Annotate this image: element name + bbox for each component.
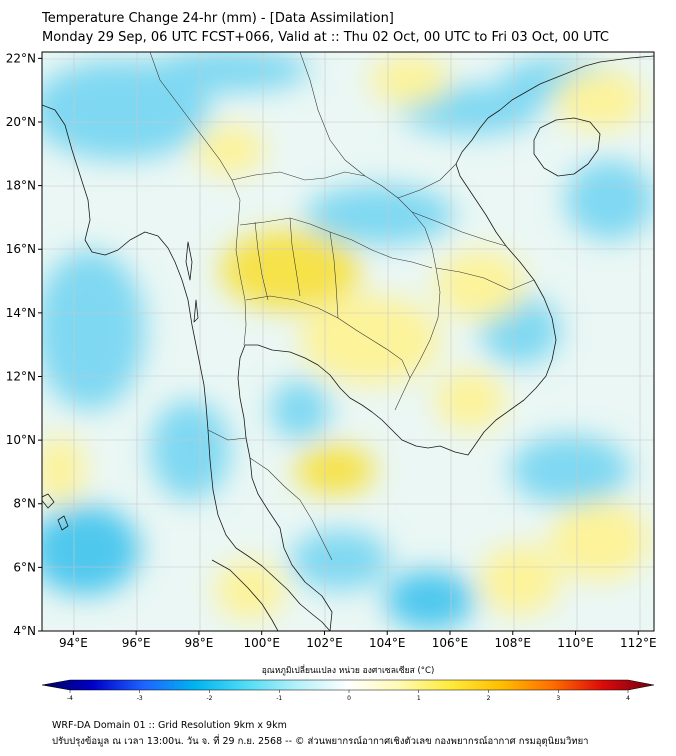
cool-anomaly — [305, 185, 455, 245]
lat-tick-label: 22°N — [6, 51, 36, 65]
coastlines — [42, 55, 654, 631]
lon-tick-label: 106°E — [432, 636, 469, 650]
colorbar-tick-label: -1 — [276, 695, 282, 702]
cool-anomaly — [565, 160, 654, 240]
axis-ticks: 94°E 96°E 98°E 100°E 102°E 104°E 106°E 108°E 110… — [6, 51, 657, 650]
temperature-field — [42, 52, 654, 631]
cool-anomaly — [42, 250, 145, 410]
map-frame — [41, 51, 655, 632]
colorbar-tick-label: 3 — [556, 695, 560, 702]
map-subtitle: Monday 29 Sep, 06 UTC FCST+066, Valid at… — [42, 30, 609, 45]
lat-tick-label: 20°N — [6, 115, 36, 129]
border — [411, 211, 507, 247]
border — [397, 163, 457, 199]
footer-resolution: WRF-DA Domain 01 :: Grid Resolution 9km … — [52, 720, 287, 731]
coastline-island — [57, 515, 69, 531]
warm-anomaly — [435, 370, 505, 430]
border — [299, 52, 366, 177]
coastline-island — [533, 117, 601, 177]
cool-anomaly — [42, 60, 210, 160]
border — [249, 457, 333, 561]
lat-tick-label: 10°N — [6, 433, 36, 447]
warm-anomaly — [195, 125, 265, 175]
border — [245, 295, 411, 379]
coastline-island — [185, 241, 193, 281]
lat-tick-label: 4°N — [13, 624, 36, 638]
border — [289, 217, 301, 297]
lon-tick-label: 108°E — [495, 636, 532, 650]
cool-anomaly — [270, 380, 330, 440]
colorbar-tick-label: -2 — [207, 695, 213, 702]
coastline — [487, 55, 654, 119]
map-title: Temperature Change 24-hr (mm) - [Data As… — [42, 11, 394, 26]
border — [254, 221, 269, 301]
lat-tick-label: 6°N — [13, 560, 36, 574]
lat-tick-label: 8°N — [13, 497, 36, 511]
lat-tick-label: 12°N — [6, 369, 36, 383]
borders — [149, 52, 535, 561]
cool-anomaly-strong — [42, 505, 140, 595]
lat-tick-label: 16°N — [6, 242, 36, 256]
coastline-island — [42, 493, 55, 509]
border — [149, 52, 247, 346]
colorbar-tick-label: 1 — [417, 695, 421, 702]
lon-tick-label: 104°E — [369, 636, 406, 650]
cool-anomaly — [290, 530, 390, 590]
cool-anomaly — [150, 52, 310, 92]
colorbar-tick-label: 0 — [347, 695, 351, 702]
coastline — [211, 559, 279, 631]
warm-anomaly — [300, 295, 440, 385]
warm-anomaly — [435, 250, 525, 320]
border — [435, 267, 535, 291]
warm-anomaly-strong — [295, 445, 375, 495]
border — [207, 429, 247, 441]
warm-anomaly — [555, 70, 645, 130]
lat-tick-label: 14°N — [6, 306, 36, 320]
warm-anomaly-strong — [220, 230, 360, 310]
colorbar-tick-label: 4 — [626, 695, 630, 702]
border — [231, 171, 441, 411]
coastline — [237, 117, 557, 631]
lat-tick-label: 18°N — [6, 179, 36, 193]
colorbar-tick-label: 2 — [487, 695, 491, 702]
coastline-island — [193, 299, 199, 323]
border — [329, 231, 339, 319]
colorbar-tick-label: -3 — [137, 695, 143, 702]
warm-anomaly — [480, 545, 560, 615]
cool-anomaly-strong — [385, 570, 475, 630]
colorbar-ticks: -4 -3 -2 -1 0 1 2 3 4 — [67, 690, 630, 702]
cool-anomaly — [150, 400, 230, 500]
lon-tick-label: 100°E — [243, 636, 280, 650]
colorbar — [41, 679, 655, 691]
cool-anomaly — [510, 435, 630, 505]
coastline — [42, 104, 331, 631]
lon-tick-label: 102°E — [306, 636, 343, 650]
gridlines — [42, 52, 654, 631]
lon-tick-label: 110°E — [557, 636, 594, 650]
lon-tick-label: 94°E — [59, 636, 88, 650]
colorbar-tick-label: -4 — [67, 695, 73, 702]
colorbar-label: อุณหภูมิเปลี่ยนแปลง หน่วย องศาเซลเซียส (… — [262, 664, 435, 676]
footer-credit: ปรับปรุงข้อมูล ณ เวลา 13:00น. วัน จ. ที่… — [52, 736, 589, 747]
lon-tick-label: 98°E — [184, 636, 213, 650]
border — [239, 217, 433, 269]
lon-tick-label: 96°E — [122, 636, 151, 650]
warm-anomaly — [550, 500, 650, 580]
lon-tick-label: 112°E — [620, 636, 657, 650]
warm-anomaly — [370, 55, 450, 105]
map-figure: 94°E 96°E 98°E 100°E 102°E 104°E 106°E 108°E 110… — [6, 51, 657, 702]
